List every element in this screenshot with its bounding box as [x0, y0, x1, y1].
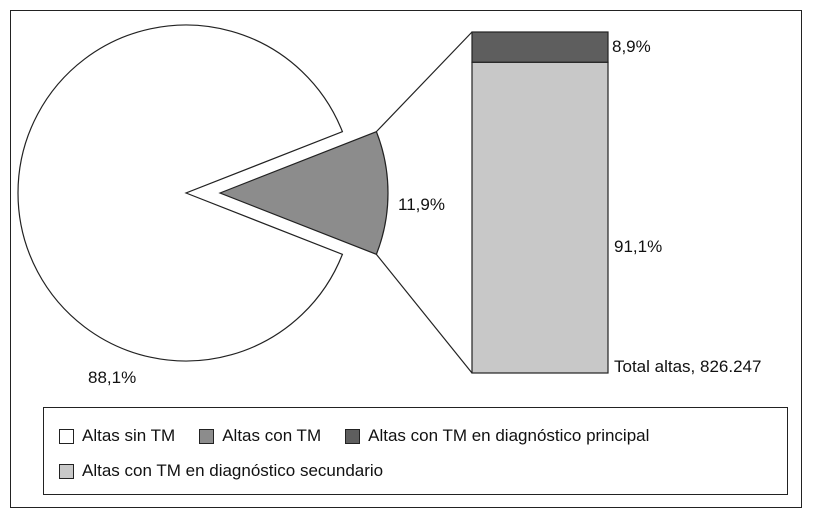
bar-label-secundario: 91,1% [614, 237, 662, 256]
bar-total-label: Total altas, 826.247 [614, 357, 761, 376]
stacked-bar [471, 31, 609, 374]
connector-line-bottom [375, 253, 473, 374]
connector-lines [375, 31, 473, 374]
legend-row-2: Altas con TM en diagnóstico secundario [59, 461, 407, 481]
legend-item-altas-sin-tm: Altas sin TM [59, 426, 175, 446]
legend-swatch [59, 428, 74, 444]
bar-label-principal: 8,9% [612, 37, 651, 56]
legend-row-1: Altas sin TM Altas con TM Altas con TM e… [59, 426, 673, 446]
pie-label-altas-con-tm: 11,9% [398, 195, 445, 214]
pie-group [17, 24, 389, 362]
legend-swatch [199, 428, 215, 444]
legend-label: Altas con TM en diagnóstico secundario [82, 461, 384, 480]
pie-slice-altas-con-tm [218, 130, 389, 256]
chart-frame [10, 10, 802, 508]
legend-label: Altas sin TM [82, 426, 176, 445]
bar-segment-secundario [471, 61, 609, 374]
legend-item-diagnostico-secundario: Altas con TM en diagnóstico secundario [59, 461, 383, 481]
legend-item-diagnostico-principal: Altas con TM en diagnóstico principal [345, 426, 649, 446]
legend-item-altas-con-tm: Altas con TM [199, 426, 321, 446]
bar-segment-principal [471, 31, 609, 63]
pie-label-altas-sin-tm: 88,1% [88, 368, 136, 387]
pie-slice-altas-sin-tm [17, 24, 344, 362]
legend-label: Altas con TM [222, 426, 322, 445]
legend-label: Altas con TM en diagnóstico principal [368, 426, 650, 445]
connector-line-top [375, 31, 473, 133]
legend-swatch [59, 463, 74, 479]
legend-swatch [345, 428, 361, 444]
legend: Altas sin TM Altas con TM Altas con TM e… [43, 407, 788, 495]
